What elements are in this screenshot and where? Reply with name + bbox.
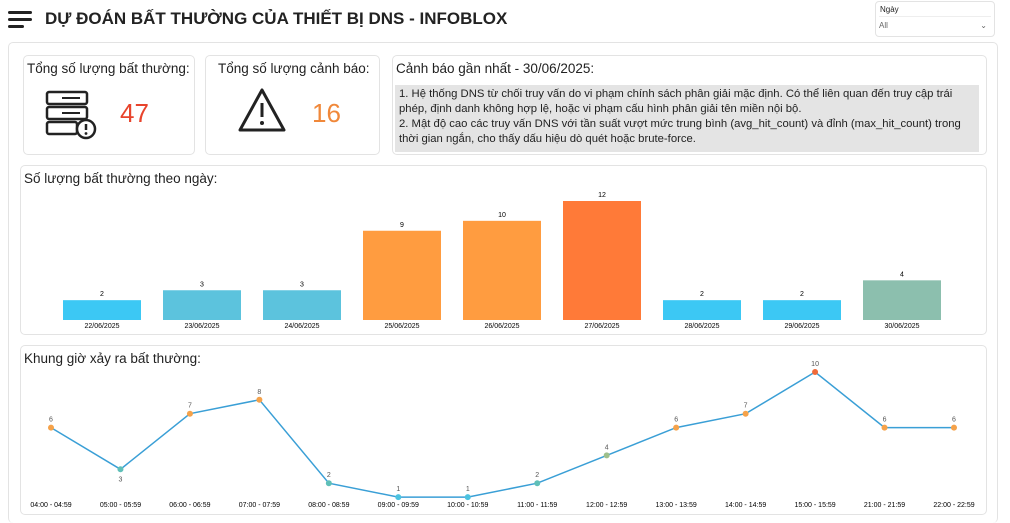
x-tick-label: 12:00 - 12:59 (586, 502, 627, 509)
x-tick-label: 04:00 - 04:59 (30, 502, 71, 509)
point (951, 424, 957, 431)
bar (463, 220, 541, 320)
x-tick-label: 10:00 - 10:59 (447, 502, 488, 509)
data-label: 2 (700, 291, 704, 298)
point (256, 396, 263, 403)
data-label: 12 (598, 192, 606, 199)
kpi-value: 47 (120, 98, 149, 128)
alert-item: 1. Hệ thống DNS từ chối truy vấn do vi p… (399, 88, 953, 115)
point (673, 424, 680, 431)
alert-title: Cảnh báo gần nhất - 30/06/2025: (396, 61, 595, 76)
x-tick-label: 08:00 - 08:59 (308, 502, 349, 509)
x-tick-label: 27/06/2025 (584, 323, 619, 330)
data-label: 9 (400, 222, 404, 229)
bar (563, 201, 641, 320)
server-icon (45, 90, 97, 140)
x-tick-label: 23/06/2025 (184, 323, 219, 330)
x-tick-label: 13:00 - 13:59 (656, 502, 697, 509)
x-tick-label: 22/06/2025 (84, 323, 119, 330)
point (464, 494, 471, 501)
kpi-card: Tổng số lượng cảnh báo: 16 (205, 55, 380, 155)
x-tick-label: 29/06/2025 (784, 323, 819, 330)
menu-icon[interactable] (8, 9, 34, 31)
chart-title: Khung giờ xảy ra bất thường: (24, 351, 201, 366)
kpi-label: Tổng số lượng cảnh báo: (218, 61, 370, 76)
x-tick-label: 11:00 - 11:59 (517, 502, 557, 509)
line (50, 371, 954, 498)
data-label: 4 (605, 444, 609, 451)
point (48, 424, 54, 431)
filter-text: All (879, 21, 888, 30)
bar (763, 300, 841, 320)
data-label: 10 (811, 361, 819, 368)
data-label: 10 (498, 212, 506, 219)
date-filter[interactable]: Ngày All ⌄ (875, 1, 995, 37)
alert-text: 1. Hệ thống DNS từ chối truy vấn do vi p… (395, 85, 979, 152)
bar (163, 290, 241, 320)
point (325, 480, 332, 487)
data-label: 4 (900, 271, 904, 278)
data-label: 2 (800, 291, 804, 298)
data-label: 3 (119, 476, 123, 483)
data-label: 2 (327, 472, 331, 479)
data-label: 1 (466, 486, 470, 493)
point (812, 369, 819, 375)
filter-value[interactable]: All ⌄ (879, 16, 991, 34)
chart-title: Số lượng bất thường theo ngày: (24, 171, 218, 186)
bar (363, 230, 441, 320)
kpi-card: Tổng số lượng bất thường: 47 (23, 55, 195, 155)
data-label: 3 (300, 281, 304, 288)
x-tick-label: 07:00 - 07:59 (239, 502, 280, 509)
point (603, 452, 610, 459)
warning-icon (238, 88, 286, 132)
point (534, 480, 541, 487)
x-tick-label: 24/06/2025 (284, 323, 319, 330)
data-label: 6 (674, 417, 678, 424)
kpi-value: 16 (312, 98, 341, 128)
kpi-label: Tổng số lượng bất thường: (27, 61, 190, 76)
alert-item: 2. Mật độ cao các truy vấn DNS với tần s… (399, 118, 961, 145)
data-label: 6 (952, 417, 956, 424)
point (186, 410, 193, 417)
x-tick-label: 06:00 - 06:59 (169, 502, 210, 509)
x-tick-label: 25/06/2025 (384, 323, 419, 330)
bar (863, 280, 941, 320)
data-label: 6 (883, 417, 887, 424)
dropdown-arrow: ⌄ (980, 21, 987, 30)
filter-label: Ngày (880, 5, 899, 14)
page-title: DỰ ĐOÁN BẤT THƯỜNG CỦA THIẾT BỊ DNS - IN… (45, 9, 508, 28)
data-label: 7 (744, 403, 748, 410)
x-tick-label: 05:00 - 05:59 (100, 502, 141, 509)
x-tick-label: 28/06/2025 (684, 323, 719, 330)
x-tick-label: 21:00 - 21:59 (864, 502, 905, 509)
data-label: 2 (535, 472, 539, 479)
data-label: 6 (49, 417, 53, 424)
data-label: 7 (188, 403, 192, 410)
x-tick-label: 26/06/2025 (484, 323, 519, 330)
bar (263, 290, 341, 320)
point (881, 424, 888, 431)
x-tick-label: 30/06/2025 (884, 323, 919, 330)
bar (663, 300, 741, 320)
data-label: 8 (257, 389, 261, 396)
bar (63, 300, 141, 320)
x-tick-label: 15:00 - 15:59 (794, 502, 835, 509)
point (117, 466, 124, 473)
line-panel: Khung giờ xảy ra bất thường: (20, 345, 987, 515)
data-label: 2 (100, 291, 104, 298)
x-tick-label: 14:00 - 14:59 (725, 502, 766, 509)
x-tick-label: 09:00 - 09:59 (378, 502, 419, 509)
x-tick-label: 22:00 - 22:59 (933, 502, 974, 509)
point (742, 410, 749, 417)
data-label: 1 (396, 486, 400, 493)
data-label: 3 (200, 281, 204, 288)
point (395, 494, 402, 501)
